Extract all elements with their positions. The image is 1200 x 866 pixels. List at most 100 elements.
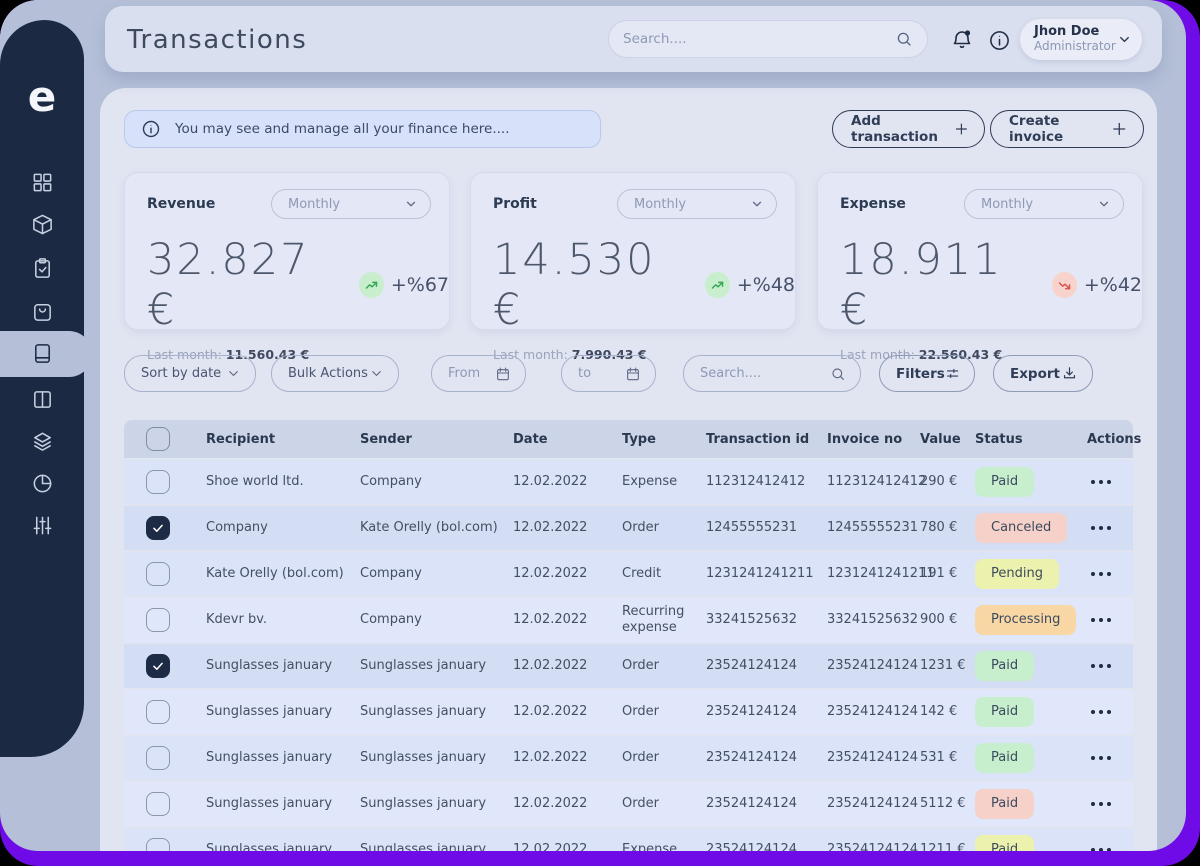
cell-type: Order <box>622 749 659 765</box>
ellipsis-icon <box>1106 755 1111 761</box>
row-checkbox[interactable] <box>146 700 170 724</box>
cell-invoice-no: 12455555231 <box>827 519 918 535</box>
table-body: Shoe world ltd. Company 12.02.2022 Expen… <box>124 460 1133 851</box>
plus-icon <box>1113 122 1126 136</box>
row-checkbox[interactable] <box>146 746 170 770</box>
search-icon <box>832 367 844 380</box>
chevron-down-icon <box>229 371 238 376</box>
row-checkbox[interactable] <box>146 516 170 540</box>
global-search-input[interactable] <box>623 31 895 47</box>
sort-dropdown[interactable]: Sort by date <box>124 355 256 392</box>
table-search[interactable]: Search.... <box>683 355 861 392</box>
table-row[interactable]: Sunglasses january Sunglasses january 12… <box>124 736 1133 780</box>
cell-invoice-no: 1231241241211 <box>827 565 935 581</box>
table-row[interactable]: Sunglasses january Sunglasses january 12… <box>124 644 1133 688</box>
cell-sender: Sunglasses january <box>360 749 487 765</box>
col-type: Type <box>622 431 656 447</box>
table-row[interactable]: Sunglasses january Sunglasses january 12… <box>124 828 1133 851</box>
info-button[interactable] <box>982 23 1016 57</box>
cell-transaction-id: 23524124124 <box>706 749 797 765</box>
row-checkbox[interactable] <box>146 470 170 494</box>
row-actions-button[interactable] <box>1087 847 1133 851</box>
grid-icon <box>33 173 51 191</box>
main-panel: You may see and manage all your finance … <box>100 88 1157 851</box>
ellipsis-icon <box>1106 847 1111 851</box>
create-invoice-button[interactable]: Create invoice <box>990 110 1144 148</box>
sidebar-item-products[interactable] <box>0 212 84 236</box>
app-backdrop: Transactions <box>0 0 1186 851</box>
sidebar-item-shop[interactable] <box>0 299 84 323</box>
row-checkbox[interactable] <box>146 838 170 851</box>
table-row[interactable]: Company Kate Orelly (bol.com) 12.02.2022… <box>124 506 1133 550</box>
status-badge: Canceled <box>975 512 1068 544</box>
sidebar-item-layers[interactable] <box>0 429 84 453</box>
cell-recipient: Sunglasses january <box>206 795 333 811</box>
status-badge: Paid <box>975 834 1035 851</box>
row-actions-button[interactable] <box>1087 525 1133 531</box>
table-row[interactable]: Sunglasses january Sunglasses january 12… <box>124 782 1133 826</box>
row-actions-button[interactable] <box>1087 571 1133 577</box>
sidebar-item-reports[interactable] <box>0 471 84 495</box>
row-actions-button[interactable] <box>1087 709 1133 715</box>
export-button[interactable]: Export <box>993 355 1093 392</box>
ellipsis-icon <box>1106 525 1111 531</box>
sidebar-item-layout[interactable] <box>0 387 84 411</box>
cell-recipient: Sunglasses january <box>206 841 333 851</box>
cell-recipient: Sunglasses january <box>206 749 333 765</box>
chevron-down-icon <box>752 201 762 207</box>
period-select[interactable]: Monthly <box>271 189 431 219</box>
row-actions-button[interactable] <box>1087 479 1133 485</box>
filters-button[interactable]: Filters <box>879 355 975 392</box>
table-row[interactable]: Shoe world ltd. Company 12.02.2022 Expen… <box>124 460 1133 504</box>
sidebar: e <box>0 20 92 757</box>
select-all-checkbox[interactable] <box>146 427 170 451</box>
pie-chart-icon <box>33 474 51 492</box>
cell-type: Order <box>622 703 659 719</box>
card-delta: +%42 <box>1083 274 1142 296</box>
global-search[interactable] <box>608 20 928 58</box>
cell-invoice-no: 23524124124 <box>827 749 918 765</box>
period-select[interactable]: Monthly <box>617 189 777 219</box>
user-menu[interactable]: Jhon Doe Administrator <box>1020 19 1142 60</box>
ellipsis-icon <box>1090 847 1095 851</box>
cell-value: 191 € <box>920 565 958 581</box>
add-transaction-button[interactable]: Add transaction <box>832 110 985 148</box>
cell-sender: Sunglasses january <box>360 841 487 851</box>
row-checkbox[interactable] <box>146 792 170 816</box>
table-row[interactable]: Kdevr bv. Company 12.02.2022 Recurring e… <box>124 598 1133 642</box>
row-actions-button[interactable] <box>1087 801 1133 807</box>
table-row[interactable]: Kate Orelly (bol.com) Company 12.02.2022… <box>124 552 1133 596</box>
sidebar-item-settings[interactable] <box>0 513 84 537</box>
row-checkbox[interactable] <box>146 608 170 632</box>
date-from-picker[interactable]: From <box>431 355 526 392</box>
row-checkbox[interactable] <box>146 654 170 678</box>
period-select[interactable]: Monthly <box>964 189 1124 219</box>
row-checkbox[interactable] <box>146 562 170 586</box>
date-to-picker[interactable]: to <box>561 355 656 392</box>
sidebar-item-transactions[interactable] <box>0 341 84 365</box>
cell-invoice-no: 23524124124 <box>827 841 918 851</box>
row-actions-button[interactable] <box>1087 617 1133 623</box>
row-actions-button[interactable] <box>1087 755 1133 761</box>
table-row[interactable]: Sunglasses january Sunglasses january 12… <box>124 690 1133 734</box>
bulk-actions-dropdown[interactable]: Bulk Actions <box>271 355 399 392</box>
chevron-down-icon <box>1099 201 1109 207</box>
cell-value: 290 € <box>920 473 958 489</box>
ellipsis-icon <box>1090 479 1095 485</box>
ellipsis-icon <box>1090 571 1095 577</box>
ellipsis-icon <box>1098 709 1103 715</box>
sidebar-item-tasks[interactable] <box>0 256 84 280</box>
profit-card: Profit Monthly 14.530 € +%48 <box>470 172 796 362</box>
cell-type: Order <box>622 657 659 673</box>
cell-transaction-id: 23524124124 <box>706 657 797 673</box>
ellipsis-icon <box>1098 617 1103 623</box>
info-icon <box>142 120 160 138</box>
notifications-button[interactable] <box>945 23 979 57</box>
cell-value: 780 € <box>920 519 958 535</box>
cell-date: 12.02.2022 <box>513 565 588 581</box>
cell-date: 12.02.2022 <box>513 519 588 535</box>
sidebar-item-dashboard[interactable] <box>0 170 84 194</box>
row-actions-button[interactable] <box>1087 663 1133 669</box>
status-badge: Pending <box>975 558 1059 590</box>
